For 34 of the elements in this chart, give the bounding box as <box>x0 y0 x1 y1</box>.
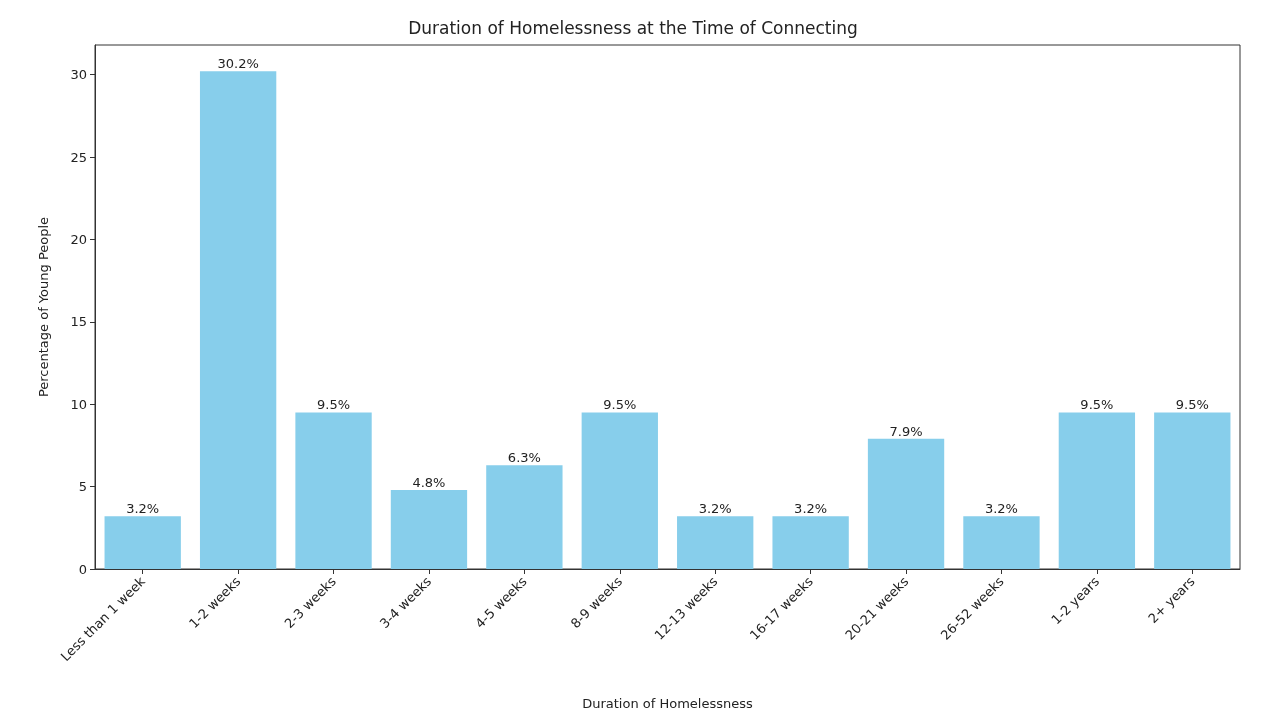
y-tick-label: 30 <box>70 67 87 83</box>
y-axis-title: Percentage of Young People <box>36 216 51 398</box>
bar <box>867 438 945 569</box>
chart-title: Duration of Homelessness at the Time of Connecting <box>408 17 858 38</box>
data-label: 3.2% <box>698 501 732 517</box>
x-axis-title: Duration of Homelessness <box>582 696 754 711</box>
bar <box>390 489 468 569</box>
y-tick-label: 0 <box>78 561 87 577</box>
data-label: 9.5% <box>1080 397 1114 413</box>
y-tick-label: 20 <box>70 231 87 247</box>
data-label: 7.9% <box>889 423 923 439</box>
data-label: 3.2% <box>984 501 1018 517</box>
data-label: 9.5% <box>1175 397 1209 413</box>
bar <box>199 71 277 569</box>
data-label: 3.2% <box>794 501 828 517</box>
data-label: 4.8% <box>412 474 446 490</box>
bar <box>1154 412 1231 569</box>
bar <box>486 465 563 569</box>
bar <box>295 412 372 569</box>
data-label: 9.5% <box>317 397 351 413</box>
bar <box>1058 412 1136 569</box>
y-tick-label: 25 <box>70 149 87 165</box>
y-tick-label: 15 <box>70 314 87 330</box>
data-label: 9.5% <box>603 397 637 413</box>
bar <box>772 516 849 569</box>
bar <box>581 412 658 569</box>
bar <box>677 516 754 569</box>
data-label: 30.2% <box>217 56 259 72</box>
bar <box>104 516 181 569</box>
data-label: 3.2% <box>126 501 160 517</box>
data-label: 6.3% <box>507 450 541 466</box>
y-tick-label: 5 <box>78 479 87 495</box>
bar <box>963 516 1040 569</box>
y-tick-label: 10 <box>70 396 87 412</box>
